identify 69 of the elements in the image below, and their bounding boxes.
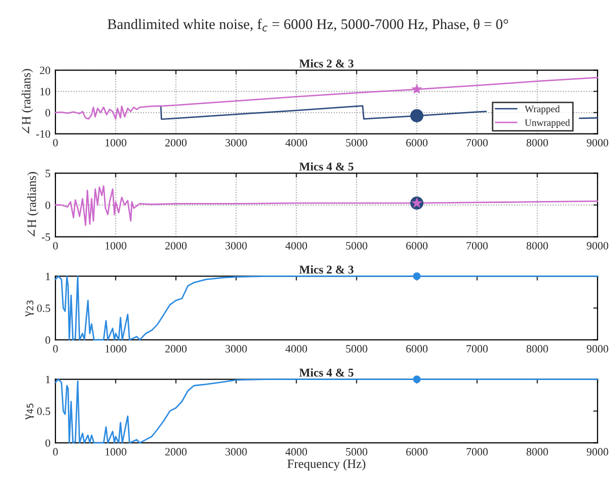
- x-tick-label: 4000: [285, 448, 308, 456]
- x-tick-label: 5000: [346, 448, 368, 456]
- x-tick-label: 5000: [346, 242, 368, 250]
- text: Bandlimited white noise, f$_{c}$ = 6000 Hz, 5000-7000 Hz, Phase, θ = 0°: [108, 18, 508, 32]
- line-series: [54, 276, 598, 341]
- x-tick-label: 6000: [406, 345, 428, 353]
- chart-title: Mics 4 & 5: [299, 162, 354, 171]
- line-series: [54, 378, 598, 444]
- chart-title: Mics 4 & 5: [299, 368, 354, 377]
- chart-title: Mics 2 & 3: [299, 265, 354, 274]
- y-axis-title: γ$_{23}$: [25, 300, 34, 317]
- y-tick-label: 0.5: [37, 408, 50, 416]
- x-tick-label: 1000: [106, 138, 126, 146]
- y-tick-label: 0: [45, 109, 50, 117]
- x-tick-label: 8000: [526, 345, 548, 353]
- y-tick-label: 20: [40, 66, 50, 74]
- line-series: [54, 76, 598, 120]
- x-tick-label: 1000: [106, 448, 126, 456]
- x-tick-label: 3000: [226, 242, 247, 250]
- y-tick-label: 10: [40, 88, 50, 96]
- x-tick-label: 7000: [466, 138, 488, 146]
- y-tick-label: 0.5: [37, 304, 50, 312]
- x-tick-label: 2000: [165, 242, 187, 250]
- x-tick-label: 9000: [586, 448, 608, 456]
- y-tick-label: 0: [45, 439, 50, 447]
- x-tick-label: 9000: [586, 345, 608, 353]
- legend-label: Wrapped: [524, 105, 560, 114]
- y-tick-label: 5: [46, 170, 50, 178]
- x-tick-label: 2000: [165, 138, 187, 146]
- y-tick-label: 0: [45, 336, 50, 344]
- x-tick-label: 3000: [226, 345, 247, 353]
- y-tick-label: 1: [46, 376, 50, 384]
- x-tick-label: 7000: [466, 345, 488, 353]
- x-tick-label: 5000: [346, 138, 368, 146]
- x-tick-label: 7000: [466, 448, 488, 456]
- x-tick-label: 0: [53, 448, 58, 456]
- x-tick-label: 2000: [165, 448, 187, 456]
- y-tick-label: -10: [36, 130, 50, 138]
- x-tick-label: 8000: [526, 242, 548, 250]
- x-tick-label: 4000: [285, 138, 308, 146]
- y-axis-title: γ$_{45}$: [25, 404, 34, 420]
- x-tick-label: 3000: [226, 138, 247, 146]
- y-axis-title: ∠H (radians): [22, 69, 33, 134]
- y-tick-label: 1: [46, 272, 50, 280]
- x-tick-label: 5000: [346, 345, 368, 353]
- x-tick-label: 0: [53, 242, 58, 250]
- x-tick-label: 6000: [406, 448, 428, 456]
- x-tick-label: 7000: [466, 242, 488, 250]
- x-tick-label: 6000: [406, 138, 428, 146]
- x-tick-label: 4000: [285, 345, 308, 353]
- x-axis-title: Frequency (Hz): [287, 459, 366, 471]
- x-tick-label: 6000: [406, 242, 428, 250]
- x-tick-label: 9000: [586, 138, 608, 146]
- x-tick-label: 4000: [285, 242, 308, 250]
- chart-title: Mics 2 & 3: [299, 59, 354, 68]
- legend-label: Unwrapped: [524, 119, 570, 128]
- x-tick-label: 0: [53, 138, 58, 146]
- x-tick-label: 1000: [106, 242, 126, 250]
- x-tick-label: 2000: [165, 345, 187, 353]
- x-tick-label: 8000: [526, 448, 548, 456]
- x-tick-label: 3000: [226, 448, 247, 456]
- x-tick-label: 0: [53, 345, 58, 353]
- y-tick-label: 0: [45, 201, 50, 209]
- y-axis-title: ∠H (radians): [27, 172, 39, 237]
- x-tick-label: 1000: [106, 345, 126, 353]
- x-tick-label: 8000: [526, 138, 548, 146]
- y-tick-label: -5: [42, 233, 50, 241]
- x-tick-label: 9000: [586, 242, 608, 250]
- line-series: [54, 185, 598, 226]
